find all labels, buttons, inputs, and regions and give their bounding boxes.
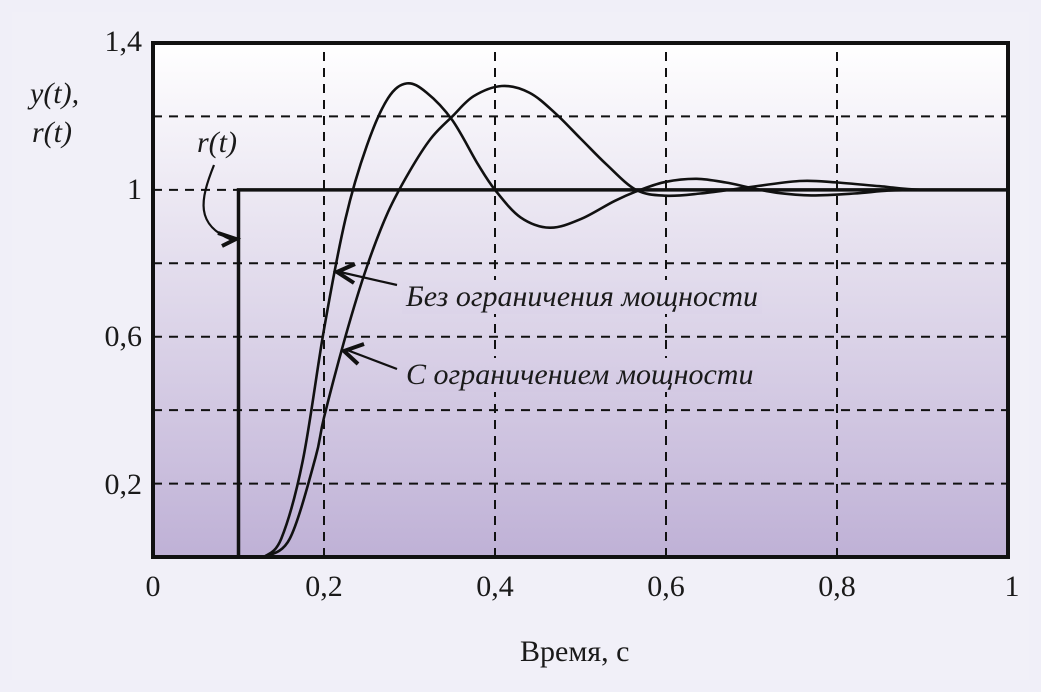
x-tick-0.8: 0,8	[818, 570, 856, 603]
arrowhead-icon	[217, 231, 242, 248]
data-series	[236, 81, 1009, 559]
x-tick-1: 1	[1004, 570, 1020, 603]
annotation-no-limit: Без ограничения мощности	[402, 280, 763, 314]
y-tick-0.6: 0,6	[104, 320, 143, 353]
y-axis-label-line2: r(t)	[32, 116, 72, 149]
annotation-r: r(t)	[197, 126, 237, 159]
limit-response-line	[263, 84, 1009, 559]
y-tick-0.2: 0,2	[104, 468, 143, 501]
limit-arrow-icon	[346, 348, 398, 371]
y-axis-label-line1: y(t),	[30, 77, 80, 110]
x-tick-0.6: 0,6	[647, 570, 685, 603]
annotation-limit: С ограничением мощности	[402, 358, 758, 392]
arrowhead-icon	[332, 262, 356, 285]
no-limit-arrow-icon	[339, 270, 398, 287]
no-limit-response-line	[263, 81, 1009, 559]
x-tick-0: 0	[145, 570, 161, 603]
arrowhead-icon	[340, 342, 365, 366]
reference-step-line	[236, 188, 1008, 557]
x-axis-label: Время, с	[520, 635, 630, 668]
y-tick-1: 1	[127, 173, 142, 206]
plot-frame	[151, 41, 1010, 559]
x-tick-0.4: 0,4	[476, 570, 514, 603]
x-tick-0.2: 0,2	[305, 570, 343, 603]
y-tick-1.4: 1,4	[104, 25, 143, 58]
